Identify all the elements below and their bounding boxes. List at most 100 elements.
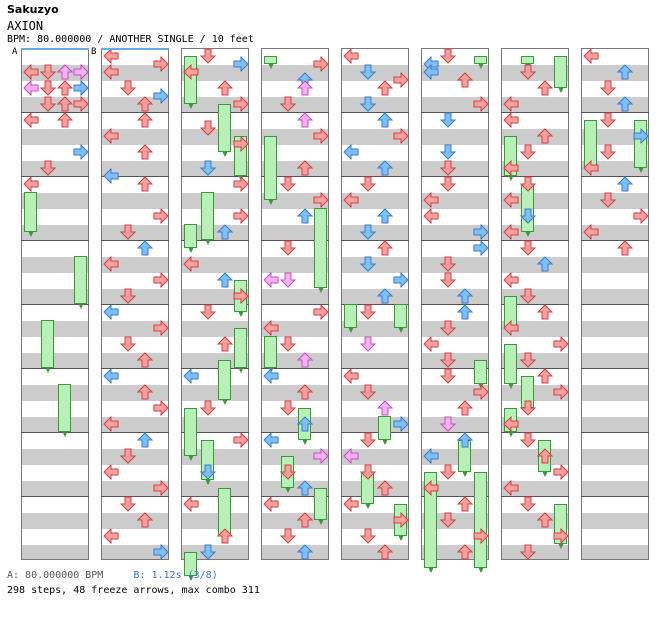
right-arrow-icon bbox=[473, 224, 489, 240]
freeze-arrow-left bbox=[264, 56, 277, 69]
up-arrow-icon bbox=[457, 304, 473, 320]
left-arrow-icon bbox=[103, 464, 119, 480]
down-arrow-icon bbox=[520, 288, 536, 304]
left-arrow-icon bbox=[503, 112, 519, 128]
right-arrow-icon bbox=[233, 432, 249, 448]
down-arrow-icon bbox=[360, 384, 376, 400]
measure-line bbox=[501, 304, 569, 305]
right-arrow-icon bbox=[233, 136, 249, 152]
left-arrow-icon bbox=[103, 304, 119, 320]
right-arrow-icon bbox=[153, 544, 169, 560]
left-arrow-icon bbox=[103, 168, 119, 184]
measure-line bbox=[21, 112, 89, 113]
down-arrow-icon bbox=[520, 208, 536, 224]
measure-line bbox=[261, 240, 329, 241]
up-arrow-icon bbox=[137, 512, 153, 528]
down-arrow-icon bbox=[520, 144, 536, 160]
left-arrow-icon bbox=[423, 336, 439, 352]
up-arrow-icon bbox=[617, 96, 633, 112]
left-arrow-icon bbox=[503, 272, 519, 288]
left-arrow-icon bbox=[503, 192, 519, 208]
measure-line bbox=[181, 496, 249, 497]
up-arrow-icon bbox=[537, 448, 553, 464]
left-arrow-icon bbox=[263, 368, 279, 384]
down-arrow-icon bbox=[120, 288, 136, 304]
up-arrow-icon bbox=[537, 128, 553, 144]
freeze-arrow-up bbox=[58, 384, 71, 437]
chart-column-6 bbox=[421, 48, 489, 573]
up-arrow-icon bbox=[137, 96, 153, 112]
chart-column-7 bbox=[501, 48, 569, 560]
freeze-arrow-left bbox=[504, 344, 517, 389]
up-arrow-icon bbox=[137, 240, 153, 256]
measure-line bbox=[501, 368, 569, 369]
up-arrow-icon bbox=[137, 112, 153, 128]
right-arrow-icon bbox=[233, 208, 249, 224]
left-arrow-icon bbox=[343, 448, 359, 464]
up-arrow-icon bbox=[537, 304, 553, 320]
down-arrow-icon bbox=[280, 272, 296, 288]
up-arrow-icon bbox=[457, 72, 473, 88]
measure-line bbox=[101, 112, 169, 113]
bpm-a-text: A: 80.000000 BPM bbox=[7, 570, 104, 581]
freeze-arrow-right bbox=[314, 208, 327, 293]
down-arrow-icon bbox=[440, 464, 456, 480]
measure-line bbox=[581, 368, 649, 369]
up-arrow-icon bbox=[377, 400, 393, 416]
marker-b-line bbox=[101, 48, 169, 50]
up-arrow-icon bbox=[217, 272, 233, 288]
up-arrow-icon bbox=[57, 96, 73, 112]
measure-line bbox=[421, 432, 489, 433]
freeze-arrow-right bbox=[234, 328, 247, 373]
right-arrow-icon bbox=[473, 528, 489, 544]
down-arrow-icon bbox=[40, 160, 56, 176]
measure-line bbox=[101, 304, 169, 305]
measure-line bbox=[101, 176, 169, 177]
measure-line bbox=[101, 432, 169, 433]
down-arrow-icon bbox=[200, 400, 216, 416]
down-arrow-icon bbox=[440, 368, 456, 384]
marker-a-label: A bbox=[12, 47, 18, 57]
measure-line bbox=[501, 112, 569, 113]
up-arrow-icon bbox=[297, 208, 313, 224]
down-arrow-icon bbox=[440, 176, 456, 192]
measure-line bbox=[341, 176, 409, 177]
measure-line bbox=[261, 368, 329, 369]
up-arrow-icon bbox=[57, 112, 73, 128]
right-arrow-icon bbox=[553, 384, 569, 400]
freeze-arrow-up bbox=[218, 104, 231, 157]
up-arrow-icon bbox=[457, 288, 473, 304]
left-arrow-icon bbox=[23, 64, 39, 80]
down-arrow-icon bbox=[280, 96, 296, 112]
freeze-arrow-up bbox=[378, 416, 391, 445]
freeze-arrow-down bbox=[41, 320, 54, 373]
left-arrow-icon bbox=[343, 368, 359, 384]
up-arrow-icon bbox=[617, 176, 633, 192]
measure-line bbox=[261, 496, 329, 497]
right-arrow-icon bbox=[473, 384, 489, 400]
down-arrow-icon bbox=[600, 80, 616, 96]
measure-line bbox=[581, 304, 649, 305]
left-arrow-icon bbox=[423, 480, 439, 496]
measure-line bbox=[261, 112, 329, 113]
measure-line bbox=[421, 240, 489, 241]
measure-line bbox=[581, 176, 649, 177]
right-arrow-icon bbox=[73, 80, 89, 96]
measure-line bbox=[581, 432, 649, 433]
down-arrow-icon bbox=[280, 528, 296, 544]
measure-line bbox=[341, 368, 409, 369]
left-arrow-icon bbox=[103, 368, 119, 384]
left-arrow-icon bbox=[423, 208, 439, 224]
down-arrow-icon bbox=[360, 64, 376, 80]
left-arrow-icon bbox=[183, 256, 199, 272]
chart-column-2 bbox=[101, 48, 169, 560]
left-arrow-icon bbox=[103, 48, 119, 64]
right-arrow-icon bbox=[233, 56, 249, 72]
up-arrow-icon bbox=[297, 160, 313, 176]
right-arrow-icon bbox=[393, 128, 409, 144]
down-arrow-icon bbox=[440, 272, 456, 288]
measure-line bbox=[261, 176, 329, 177]
down-arrow-icon bbox=[40, 96, 56, 112]
up-arrow-icon bbox=[377, 208, 393, 224]
left-arrow-icon bbox=[503, 320, 519, 336]
